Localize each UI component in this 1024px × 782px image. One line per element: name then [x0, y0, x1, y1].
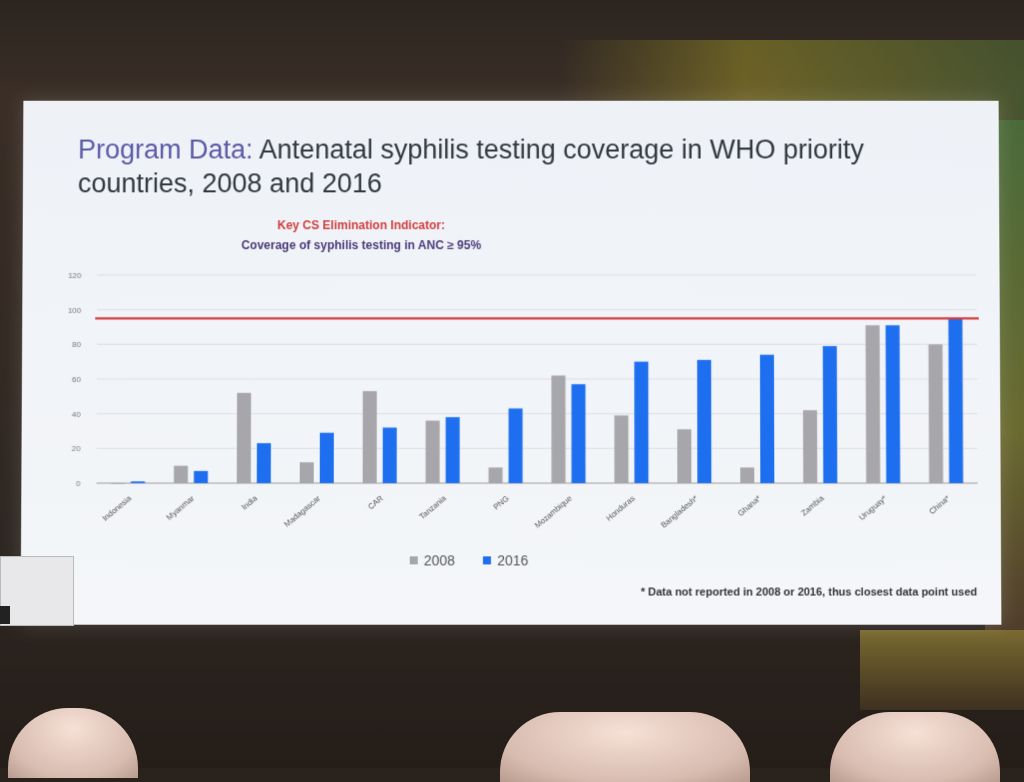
y-tick-label: 0 — [76, 479, 81, 488]
bar-2016 — [194, 471, 208, 483]
y-tick-label: 40 — [72, 410, 81, 419]
bar-2016 — [509, 408, 523, 483]
bar-chart: 0 20 40 60 80 100 120 Indonesia Myanmar India Mada… — [21, 101, 1002, 625]
y-tick-label: 100 — [68, 306, 82, 315]
legend-swatch-2016 — [483, 556, 491, 564]
x-tick-label: Madagascar — [282, 494, 322, 529]
y-tick-label: 80 — [72, 340, 81, 349]
legend-swatch-2008 — [410, 556, 418, 564]
x-tick-label: Zambia — [799, 493, 826, 517]
legend-item-2016: 2016 — [483, 552, 528, 568]
bar-2016 — [697, 360, 711, 483]
legend-item-2008: 2008 — [410, 552, 455, 568]
chair — [500, 712, 750, 782]
bar-2008 — [614, 415, 628, 483]
x-tick-label: India — [240, 493, 260, 511]
legend-label-2008: 2008 — [424, 552, 455, 568]
x-tick-label: Ghana* — [736, 494, 763, 518]
bar-2008 — [866, 325, 881, 483]
bar-2016 — [948, 318, 963, 483]
podium-base — [0, 606, 10, 624]
x-tick-label: Mozambique — [533, 493, 574, 530]
x-tick-label: Uruguay* — [857, 494, 888, 522]
podium — [0, 556, 74, 626]
bar-2008 — [174, 466, 188, 483]
bar-2008 — [740, 468, 754, 484]
projection-screen: Program Data: Antenatal syphilis testing… — [21, 101, 1002, 625]
bar-2016 — [320, 433, 334, 483]
y-tick-label: 120 — [68, 271, 82, 280]
bar-2008 — [363, 391, 377, 483]
bar-2008 — [551, 376, 565, 484]
y-tick-label: 60 — [72, 375, 81, 384]
bar-2008 — [300, 462, 314, 483]
x-tick-label: Honduras — [604, 494, 636, 523]
bar-2016 — [634, 362, 648, 483]
chair — [830, 712, 1000, 782]
bar-2016 — [257, 443, 271, 483]
x-tick-label: Bangladesh* — [659, 494, 699, 530]
chart-legend: 2008 2016 — [410, 552, 529, 568]
bar-2016 — [446, 417, 460, 483]
bar-2008 — [803, 410, 817, 483]
bar-2008 — [928, 344, 943, 483]
x-tick-label: Myanmar — [165, 494, 197, 523]
bar-2016 — [383, 428, 397, 484]
bar-2008 — [426, 421, 440, 484]
bar-2008 — [111, 483, 125, 484]
bar-2008 — [237, 393, 251, 483]
footnote: * Data not reported in 2008 or 2016, thu… — [641, 587, 977, 599]
bar-2016 — [131, 481, 145, 483]
x-tick-label: CAR — [366, 494, 385, 512]
bar-2008 — [489, 468, 503, 484]
y-tick-label: 20 — [72, 444, 81, 453]
bar-2016 — [823, 346, 837, 483]
x-tick-label: Indonesia — [101, 493, 134, 523]
x-tick-label: Tanzania — [418, 493, 449, 521]
bar-2016 — [760, 355, 774, 483]
bar-2016 — [886, 325, 901, 483]
x-tick-label: PNG — [492, 494, 511, 512]
x-tick-label: China* — [927, 494, 951, 516]
legend-label-2016: 2016 — [497, 552, 528, 568]
floor-light — [860, 630, 1024, 710]
bar-2008 — [677, 429, 691, 483]
bar-2016 — [571, 384, 585, 483]
